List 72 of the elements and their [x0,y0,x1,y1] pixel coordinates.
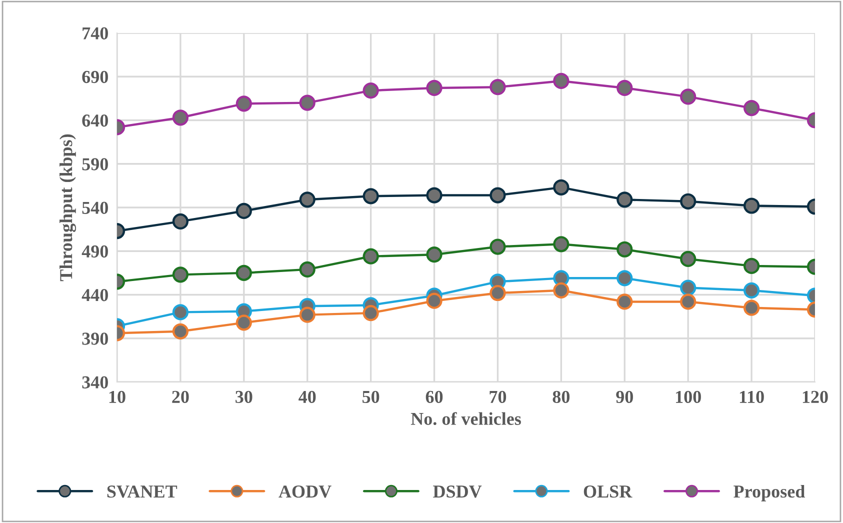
x-tick-label: 80 [552,390,570,404]
x-tick-label: 90 [616,390,633,404]
x-axis-title: No. of vehicles [410,412,521,426]
y-tick-label: 390 [82,332,108,345]
point [426,292,442,309]
x-tick-label: 50 [362,390,380,404]
legend-label: AODV [278,486,332,498]
point [490,284,506,302]
x-tick-label: 120 [802,390,828,404]
point [553,179,570,196]
x-tick-label: 70 [490,390,506,404]
point [616,294,633,310]
point [680,250,696,268]
legend-label: Proposed [734,484,805,502]
point [362,82,379,99]
point [743,100,760,116]
legend-label: DSDV [433,486,482,498]
x-tick-label: 30 [236,390,252,404]
y-tick-label: 590 [82,158,108,170]
point [172,266,189,283]
legend-label: OLSR [584,486,632,498]
point [743,198,760,214]
point [426,246,442,263]
y-axis-title: Throughput (kbps) [60,134,76,282]
x-tick-label: 20 [172,390,189,404]
point [299,261,316,278]
x-tick-label: 10 [109,390,126,404]
x-tick-label: 110 [740,390,764,404]
point [490,238,506,255]
y-tick-label: 440 [82,289,108,302]
y-tick-label: 640 [82,114,108,127]
point [362,188,379,204]
point [680,280,696,296]
point [490,79,506,96]
point [236,202,252,220]
point [616,241,633,258]
y-tick-label: 740 [82,27,108,40]
point [616,270,633,286]
point [172,110,189,126]
point [172,323,189,340]
point [553,72,570,90]
point [299,94,316,111]
point [616,80,633,96]
point [362,248,379,264]
point [299,306,316,323]
point [172,213,189,230]
point [743,258,760,274]
point [236,314,252,331]
point [743,282,760,298]
point [616,192,633,208]
y-tick-label: 540 [82,202,108,214]
x-tick-label: 40 [298,390,316,404]
point [299,192,316,208]
point [490,187,506,204]
point [172,304,189,320]
point [743,300,760,316]
point [236,264,252,281]
point [553,282,570,298]
y-tick-label: 690 [82,70,108,84]
x-tick-label: 100 [676,390,701,404]
y-tick-label: 340 [82,376,108,388]
point [426,80,442,96]
point [553,236,570,252]
legend-label: SVANET [107,486,178,498]
point [680,88,696,105]
x-tick-label: 60 [426,390,443,404]
point [426,187,442,204]
y-tick-label: 490 [82,245,108,258]
point [680,294,696,310]
point [236,96,252,112]
point [362,305,379,322]
point [680,193,696,210]
